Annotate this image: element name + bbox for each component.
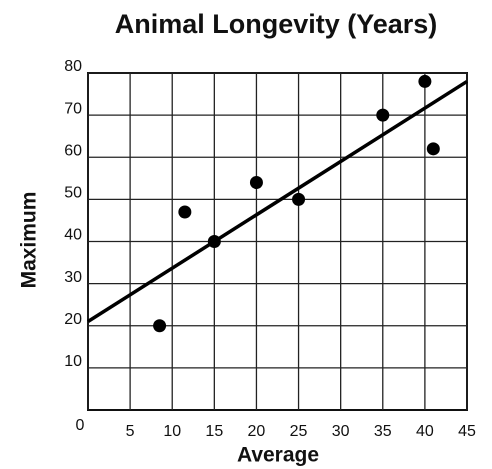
point bbox=[249, 176, 263, 190]
x-tick-label: 40 bbox=[416, 423, 434, 440]
y-tick-label: 80 bbox=[64, 58, 82, 75]
point bbox=[418, 74, 432, 88]
y-axis-label: Maximum bbox=[18, 192, 41, 289]
y-tick-label: 20 bbox=[64, 311, 82, 328]
chart-title: Animal Longevity (Years) bbox=[115, 9, 438, 39]
point bbox=[376, 108, 390, 122]
x-tick-label: 5 bbox=[126, 423, 135, 440]
x-tick-label: 35 bbox=[374, 423, 392, 440]
y-tick-label: 40 bbox=[64, 227, 82, 244]
x-tick-label: 20 bbox=[248, 423, 266, 440]
x-tick-label: 15 bbox=[205, 423, 223, 440]
y-tick-label: 50 bbox=[64, 185, 82, 202]
point bbox=[426, 142, 440, 156]
y-tick-label: 60 bbox=[64, 142, 82, 159]
point bbox=[153, 319, 167, 333]
y-tick-label: 70 bbox=[64, 100, 82, 117]
x-axis-label: Average bbox=[237, 444, 319, 467]
y-tick-label: 10 bbox=[64, 353, 82, 370]
x-tick-label: 25 bbox=[290, 423, 308, 440]
trend-line bbox=[87, 79, 468, 324]
point bbox=[178, 205, 192, 219]
x-tick-label: 45 bbox=[458, 423, 476, 440]
point bbox=[207, 235, 221, 248]
x-tick-label: 30 bbox=[332, 423, 350, 440]
x-tick-label: 0 bbox=[76, 417, 85, 434]
x-tick-label: 10 bbox=[163, 423, 181, 440]
y-tick-label: 30 bbox=[64, 269, 82, 286]
point bbox=[292, 192, 306, 206]
